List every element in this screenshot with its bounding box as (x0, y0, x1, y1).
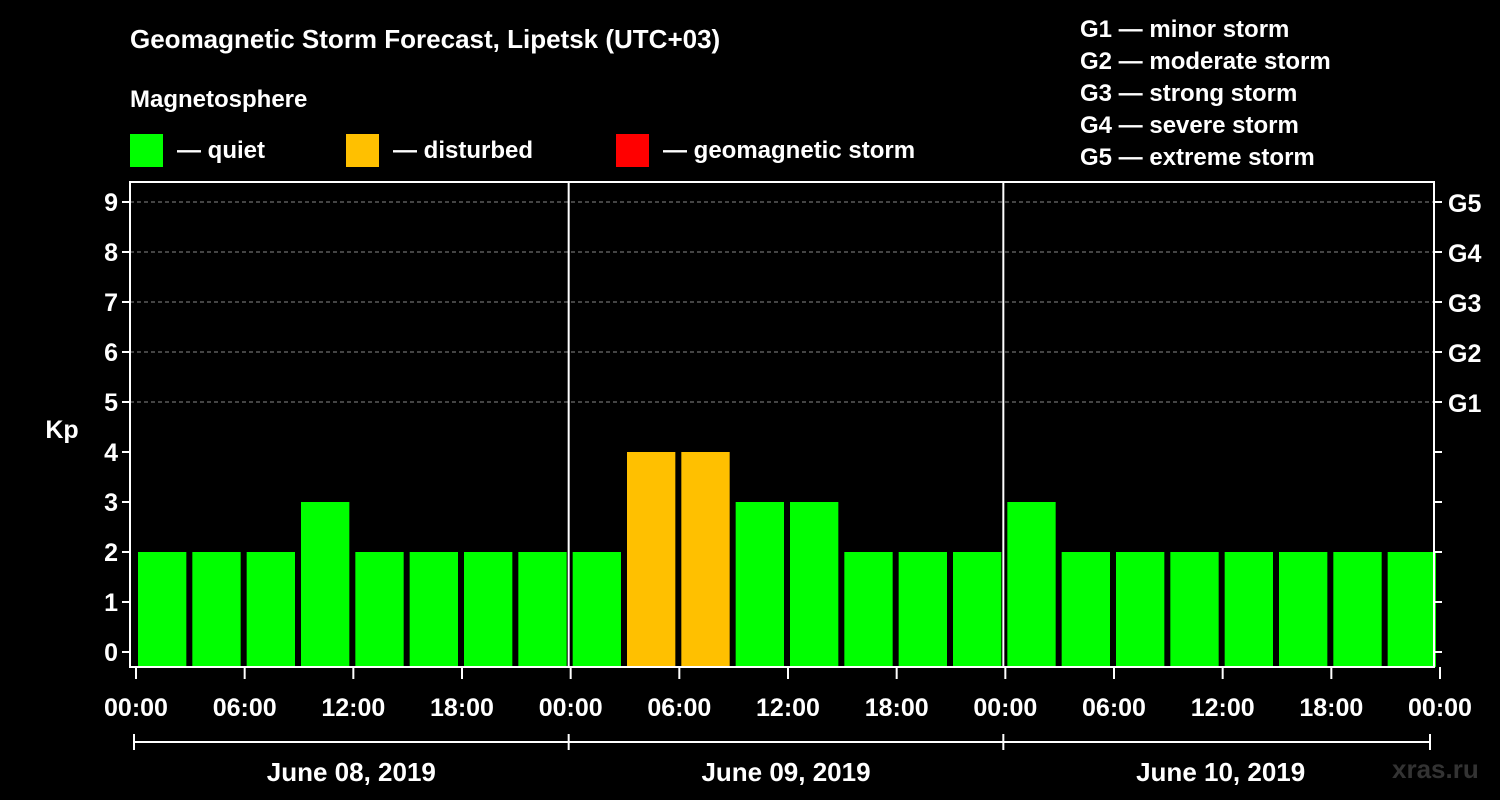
g-scale-label: G3 (1448, 290, 1481, 318)
storm-swatch (616, 134, 649, 167)
y-axis-label: Kp (45, 416, 78, 444)
x-tick-label: 06:00 (1082, 694, 1146, 722)
kp-bar (1061, 552, 1110, 667)
y-tick-label: 9 (104, 189, 118, 217)
g-scale-label: G4 (1448, 240, 1481, 268)
x-tick-label: 18:00 (430, 694, 494, 722)
legend-disturbed-label: — disturbed (393, 136, 534, 164)
x-tick-label: 12:00 (1191, 694, 1255, 722)
storm-scale-g5: G5 — extreme storm (1080, 144, 1315, 171)
kp-bar (1333, 552, 1382, 667)
y-tick-label: 3 (104, 489, 118, 517)
legend-storm-label: — geomagnetic storm (663, 136, 916, 164)
kp-bar (1170, 552, 1219, 667)
kp-bar (898, 552, 947, 667)
x-tick-label: 00:00 (539, 694, 603, 722)
y-tick-label: 5 (104, 389, 118, 417)
x-tick-label: 12:00 (756, 694, 820, 722)
y-tick-label: 6 (104, 339, 118, 367)
y-tick-label: 1 (104, 589, 118, 617)
kp-bar (518, 552, 567, 667)
kp-bar (572, 552, 621, 667)
legend-disturbed: — disturbed (346, 134, 533, 167)
legend-storm: — geomagnetic storm (616, 134, 915, 167)
kp-bar (790, 502, 839, 667)
legend-quiet-label: — quiet (177, 136, 265, 164)
day-label: June 10, 2019 (1136, 757, 1305, 787)
watermark: xras.ru (1392, 754, 1479, 784)
kp-bar (1116, 552, 1165, 667)
kp-bar (735, 502, 784, 667)
g-scale-label: G2 (1448, 340, 1481, 368)
storm-scale-g2: G2 — moderate storm (1080, 48, 1331, 75)
day-label: June 08, 2019 (267, 757, 436, 787)
y-tick-label: 0 (104, 639, 118, 667)
storm-scale-g4: G4 — severe storm (1080, 112, 1299, 139)
x-tick-label: 00:00 (1408, 694, 1472, 722)
x-tick-label: 06:00 (213, 694, 277, 722)
kp-bar (138, 552, 187, 667)
kp-bar (1224, 552, 1273, 667)
kp-bar (1279, 552, 1328, 667)
g-scale-label: G5 (1448, 190, 1481, 218)
storm-scale-g3: G3 — strong storm (1080, 80, 1298, 107)
kp-bar (1387, 552, 1436, 667)
kp-bar (246, 552, 295, 667)
x-tick-label: 00:00 (973, 694, 1037, 722)
kp-bar (355, 552, 404, 667)
x-tick-label: 18:00 (1299, 694, 1363, 722)
kp-bar (464, 552, 513, 667)
kp-bar (409, 552, 458, 667)
kp-bar (627, 452, 676, 667)
plot-frame (129, 181, 1435, 668)
x-tick-label: 18:00 (865, 694, 929, 722)
y-tick-label: 8 (104, 239, 118, 267)
kp-bar (1007, 502, 1056, 667)
chart-title: Geomagnetic Storm Forecast, Lipetsk (UTC… (130, 24, 721, 54)
kp-bar (301, 502, 350, 667)
y-tick-label: 7 (104, 289, 118, 317)
legend-heading: Magnetosphere (130, 86, 308, 113)
disturbed-swatch (346, 134, 379, 167)
g-scale-label: G1 (1448, 390, 1481, 418)
x-tick-label: 12:00 (321, 694, 385, 722)
kp-bar (681, 452, 730, 667)
day-label: June 09, 2019 (701, 757, 870, 787)
kp-bar (953, 552, 1002, 667)
x-tick-label: 06:00 (647, 694, 711, 722)
y-tick-label: 4 (104, 439, 118, 467)
legend-quiet: — quiet (130, 134, 265, 167)
storm-scale-g1: G1 — minor storm (1080, 16, 1290, 43)
kp-bar (844, 552, 893, 667)
x-tick-label: 00:00 (104, 694, 168, 722)
quiet-swatch (130, 134, 163, 167)
y-tick-label: 2 (104, 539, 118, 567)
kp-bar (192, 552, 241, 667)
storm-scale-legend: G1 — minor storm G2 — moderate storm G3 … (1080, 14, 1331, 174)
